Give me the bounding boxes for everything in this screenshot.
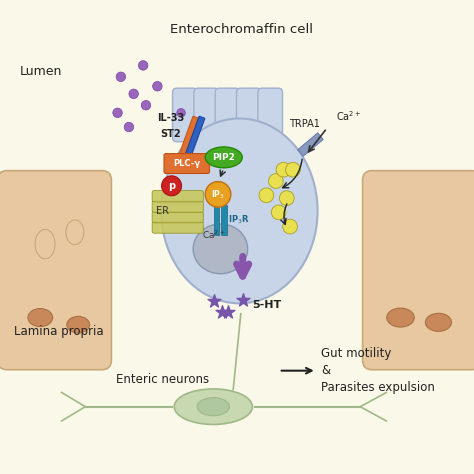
Text: 5-HT: 5-HT [252, 300, 282, 310]
Ellipse shape [35, 229, 55, 259]
Point [218, 308, 226, 316]
Text: Ca$^{2+}$: Ca$^{2+}$ [336, 109, 361, 123]
Circle shape [205, 182, 231, 207]
Circle shape [177, 109, 185, 117]
FancyBboxPatch shape [152, 222, 203, 233]
Ellipse shape [197, 398, 229, 416]
Circle shape [116, 72, 126, 82]
Text: p: p [168, 181, 175, 191]
Text: Lamina propria: Lamina propria [14, 325, 104, 338]
Ellipse shape [193, 224, 248, 273]
Circle shape [276, 162, 291, 177]
Bar [221, 205, 227, 235]
Circle shape [272, 205, 286, 220]
Circle shape [283, 219, 298, 234]
Circle shape [113, 108, 122, 118]
FancyBboxPatch shape [215, 88, 240, 142]
Text: TRPA1: TRPA1 [289, 119, 320, 129]
Ellipse shape [174, 389, 252, 425]
Point [225, 308, 232, 316]
Circle shape [259, 188, 274, 202]
Bar [214, 205, 219, 235]
Ellipse shape [387, 308, 414, 327]
Ellipse shape [205, 147, 242, 168]
Text: Enteric neurons: Enteric neurons [116, 373, 209, 386]
FancyBboxPatch shape [194, 88, 219, 142]
Circle shape [141, 100, 151, 110]
Text: Lumen: Lumen [20, 64, 62, 78]
Circle shape [129, 89, 138, 99]
Circle shape [285, 162, 301, 177]
Ellipse shape [66, 220, 84, 245]
Circle shape [138, 61, 148, 70]
FancyBboxPatch shape [152, 211, 203, 223]
Text: PLC-γ: PLC-γ [173, 159, 201, 168]
FancyBboxPatch shape [164, 154, 210, 173]
Point [239, 296, 246, 303]
FancyBboxPatch shape [152, 201, 203, 212]
FancyBboxPatch shape [173, 88, 197, 142]
FancyBboxPatch shape [0, 171, 111, 370]
Ellipse shape [426, 313, 451, 331]
FancyBboxPatch shape [237, 88, 261, 142]
FancyBboxPatch shape [363, 171, 474, 370]
Point [210, 297, 218, 305]
Text: ER: ER [156, 206, 169, 216]
Ellipse shape [161, 118, 318, 303]
Text: IP$_3$: IP$_3$ [211, 188, 225, 201]
Ellipse shape [28, 309, 53, 327]
Polygon shape [298, 133, 323, 156]
Text: PIP2: PIP2 [212, 153, 235, 162]
FancyBboxPatch shape [152, 191, 203, 202]
Polygon shape [184, 116, 205, 161]
Text: IP$_3$R: IP$_3$R [228, 214, 250, 226]
Text: Ca$^{2+}$: Ca$^{2+}$ [202, 228, 226, 241]
Text: ST2: ST2 [160, 128, 181, 139]
Circle shape [280, 191, 294, 205]
Text: Enterochromaffin cell: Enterochromaffin cell [170, 23, 313, 36]
Text: Gut motility
&
Parasites expulsion: Gut motility & Parasites expulsion [321, 347, 435, 394]
Circle shape [124, 122, 134, 132]
Ellipse shape [67, 317, 90, 333]
Circle shape [153, 82, 162, 91]
Circle shape [162, 176, 182, 196]
Polygon shape [178, 116, 199, 161]
FancyBboxPatch shape [258, 88, 283, 142]
Text: IL-33: IL-33 [157, 112, 184, 123]
Circle shape [269, 174, 283, 188]
